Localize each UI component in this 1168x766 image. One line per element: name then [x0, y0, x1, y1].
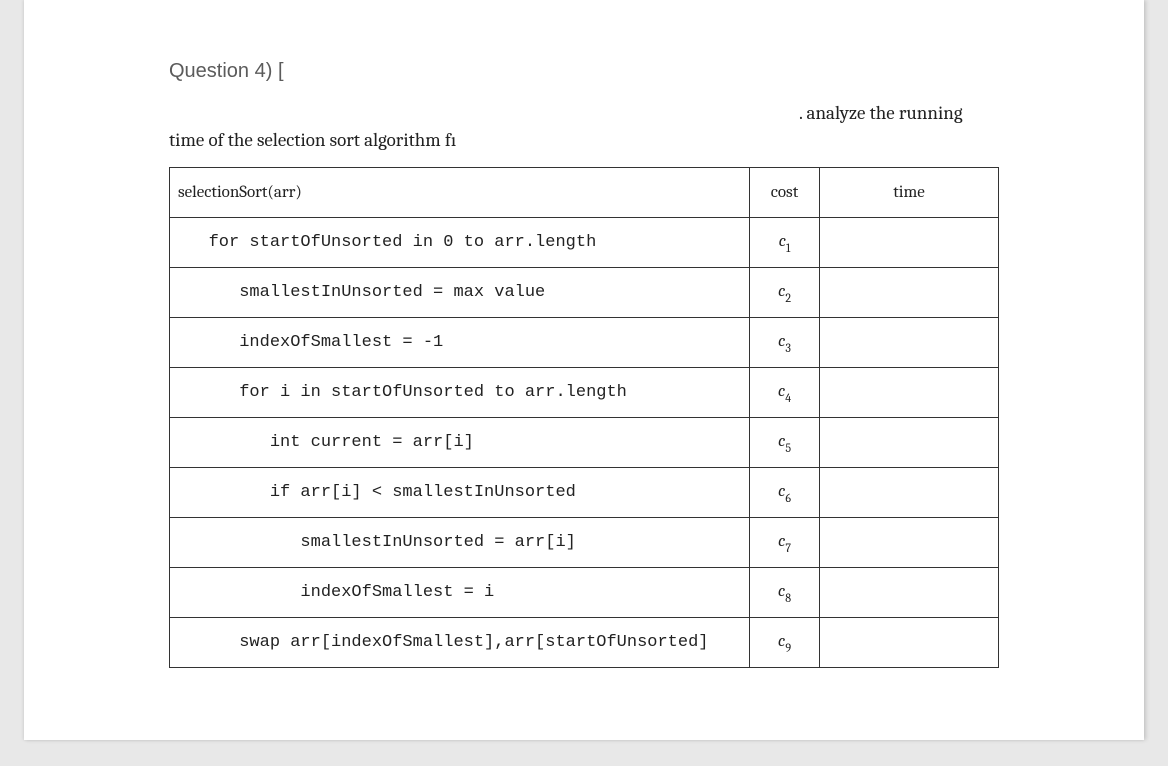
prompt-fragment-right: . analyze the running — [799, 102, 963, 124]
header-code: selectionSort(arr) — [170, 168, 750, 218]
time-cell — [820, 618, 999, 668]
prompt-fragment-left: time of the selection sort algorithm fı — [169, 129, 456, 151]
code-cell: smallestInUnsorted = max value — [170, 268, 750, 318]
prompt-block: . analyze the running time of the select… — [169, 105, 999, 153]
table-row: swap arr[indexOfSmallest],arr[startOfUns… — [170, 618, 999, 668]
time-cell — [820, 418, 999, 468]
table-header-row: selectionSort(arr)costtime — [170, 168, 999, 218]
code-cell: swap arr[indexOfSmallest],arr[startOfUns… — [170, 618, 750, 668]
cost-cell: c7 — [750, 518, 820, 568]
table-row: indexOfSmallest = -1c3 — [170, 318, 999, 368]
code-cell: smallestInUnsorted = arr[i] — [170, 518, 750, 568]
table-row: for startOfUnsorted in 0 to arr.lengthc1 — [170, 218, 999, 268]
table-row: for i in startOfUnsorted to arr.lengthc4 — [170, 368, 999, 418]
question-heading: Question 4) [ — [169, 60, 999, 83]
cost-cell: c8 — [750, 568, 820, 618]
table-row: smallestInUnsorted = arr[i]c7 — [170, 518, 999, 568]
time-cell — [820, 218, 999, 268]
table-row: if arr[i] < smallestInUnsortedc6 — [170, 468, 999, 518]
code-cell: for startOfUnsorted in 0 to arr.length — [170, 218, 750, 268]
cost-cell: c6 — [750, 468, 820, 518]
code-cell: indexOfSmallest = -1 — [170, 318, 750, 368]
time-cell — [820, 368, 999, 418]
code-cell: for i in startOfUnsorted to arr.length — [170, 368, 750, 418]
time-cell — [820, 268, 999, 318]
cost-cell: c1 — [750, 218, 820, 268]
code-cell: indexOfSmallest = i — [170, 568, 750, 618]
time-cell — [820, 568, 999, 618]
algorithm-table: selectionSort(arr)costtime for startOfUn… — [169, 167, 999, 668]
document-page: Question 4) [ . analyze the running time… — [24, 0, 1144, 740]
table-row: int current = arr[i]c5 — [170, 418, 999, 468]
code-cell: if arr[i] < smallestInUnsorted — [170, 468, 750, 518]
header-cost: cost — [750, 168, 820, 218]
time-cell — [820, 468, 999, 518]
time-cell — [820, 518, 999, 568]
cost-cell: c3 — [750, 318, 820, 368]
header-time: time — [820, 168, 999, 218]
cost-cell: c9 — [750, 618, 820, 668]
table-row: smallestInUnsorted = max valuec2 — [170, 268, 999, 318]
table-row: indexOfSmallest = ic8 — [170, 568, 999, 618]
cost-cell: c4 — [750, 368, 820, 418]
cost-cell: c5 — [750, 418, 820, 468]
code-cell: int current = arr[i] — [170, 418, 750, 468]
time-cell — [820, 318, 999, 368]
cost-cell: c2 — [750, 268, 820, 318]
